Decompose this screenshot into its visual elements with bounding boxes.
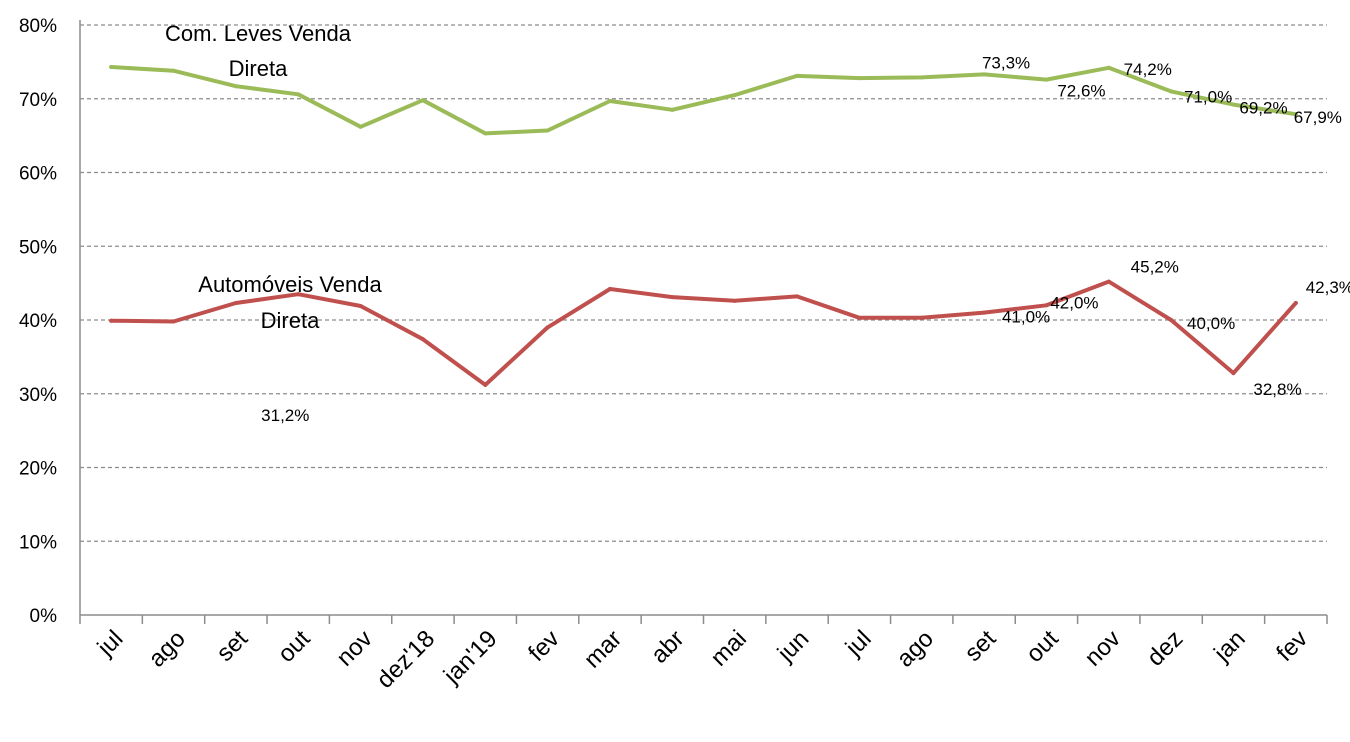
data-point (607, 98, 612, 103)
series-name-label: Automóveis Venda (198, 272, 382, 297)
x-tick-label: set (960, 625, 1002, 667)
x-tick-label: ago (892, 625, 939, 672)
data-point (1044, 77, 1049, 82)
x-tick-label: dez (1142, 625, 1188, 671)
data-point (919, 75, 924, 80)
data-point (358, 124, 363, 129)
series-name-label: Com. Leves Venda (165, 21, 352, 46)
data-point (732, 298, 737, 303)
gridlines (80, 24, 1327, 542)
x-tick-label: fev (1271, 625, 1313, 667)
series-name-label: Direta (261, 308, 320, 333)
data-point (670, 107, 675, 112)
data-label: 42,0% (1050, 293, 1098, 312)
data-point (545, 128, 550, 133)
x-tick-label: fev (523, 625, 565, 667)
data-label: 40,0% (1187, 314, 1235, 333)
y-tick-label: 20% (19, 459, 57, 480)
data-point (857, 76, 862, 81)
x-tick-label: out (1021, 625, 1064, 668)
x-tick-label: mar (579, 625, 627, 673)
data-point (233, 301, 238, 306)
data-point (1044, 303, 1049, 308)
data-point (296, 292, 301, 297)
data-point (1169, 318, 1174, 322)
data-label: 72,6% (1057, 82, 1105, 101)
y-axis-ticks: 0% 10% 20% 30% 40% 50% 60% 70% 80% (19, 16, 57, 627)
data-point (1293, 112, 1298, 117)
data-point (1106, 279, 1111, 284)
x-tick-label: jul (92, 625, 129, 662)
x-tick-label: abr (646, 625, 690, 669)
x-tick-label: jun (772, 625, 814, 667)
y-tick-label: 80% (19, 16, 57, 37)
data-label: 31,2% (261, 406, 309, 425)
data-point (1169, 89, 1174, 94)
x-tick-label: jul (840, 625, 877, 662)
data-point (1293, 301, 1298, 306)
series-line (109, 279, 1298, 387)
data-label: 73,3% (982, 53, 1030, 72)
data-point (732, 93, 737, 98)
y-tick-label: 50% (19, 237, 57, 258)
data-point (358, 303, 363, 308)
data-point (607, 287, 612, 292)
series-names: Com. Leves Venda Direta Automóveis Venda Di… (165, 21, 382, 333)
x-tick-label: nov (1080, 625, 1126, 671)
data-point (670, 295, 675, 300)
series-name-label: Direta (229, 56, 288, 81)
data-point (296, 92, 301, 97)
data-label: 32,8% (1253, 380, 1301, 399)
axes (79, 20, 1328, 624)
data-label: 42,3% (1306, 278, 1350, 297)
x-tick-label: jan (1208, 625, 1250, 667)
x-tick-label: ago (143, 625, 190, 672)
data-point (483, 131, 488, 136)
data-label: 71,0% (1184, 87, 1232, 106)
x-tick-label: mai (705, 625, 751, 671)
data-point (109, 318, 114, 323)
data-label: 74,2% (1124, 60, 1172, 79)
data-point (1106, 65, 1111, 70)
data-point (483, 382, 488, 387)
data-point (420, 337, 425, 342)
x-tick-label: dez'18 (372, 625, 441, 694)
data-label: 41,0% (1002, 308, 1050, 327)
data-label: 69,2% (1239, 99, 1287, 118)
data-point (857, 315, 862, 320)
x-tick-label: out (273, 625, 316, 668)
series-line (109, 65, 1298, 136)
y-tick-label: 60% (19, 164, 57, 185)
data-point (420, 98, 425, 103)
series-lines (109, 65, 1298, 387)
y-tick-label: 40% (19, 311, 57, 332)
data-label: 67,9% (1294, 108, 1342, 127)
data-labels: 73,3% 72,6% 74,2% 71,0% 69,2% 67,9% 31,2% 41,0%… (261, 53, 1350, 424)
data-label: 45,2% (1131, 258, 1179, 277)
data-point (1231, 102, 1236, 107)
data-point (919, 315, 924, 320)
x-tick-label: set (211, 625, 253, 667)
data-point (982, 72, 987, 77)
data-point (795, 294, 800, 299)
data-point (171, 319, 176, 324)
data-point (545, 325, 550, 330)
x-tick-label: jan'19 (438, 625, 503, 690)
data-point (795, 73, 800, 78)
data-point (233, 84, 238, 89)
data-point (982, 310, 987, 315)
x-tick-label: nov (331, 625, 377, 671)
data-point (109, 65, 114, 70)
data-point (171, 68, 176, 73)
y-tick-label: 0% (30, 606, 58, 627)
y-tick-label: 10% (19, 532, 57, 553)
y-tick-label: 70% (19, 90, 57, 111)
y-tick-label: 30% (19, 385, 57, 406)
data-point (1231, 371, 1236, 376)
